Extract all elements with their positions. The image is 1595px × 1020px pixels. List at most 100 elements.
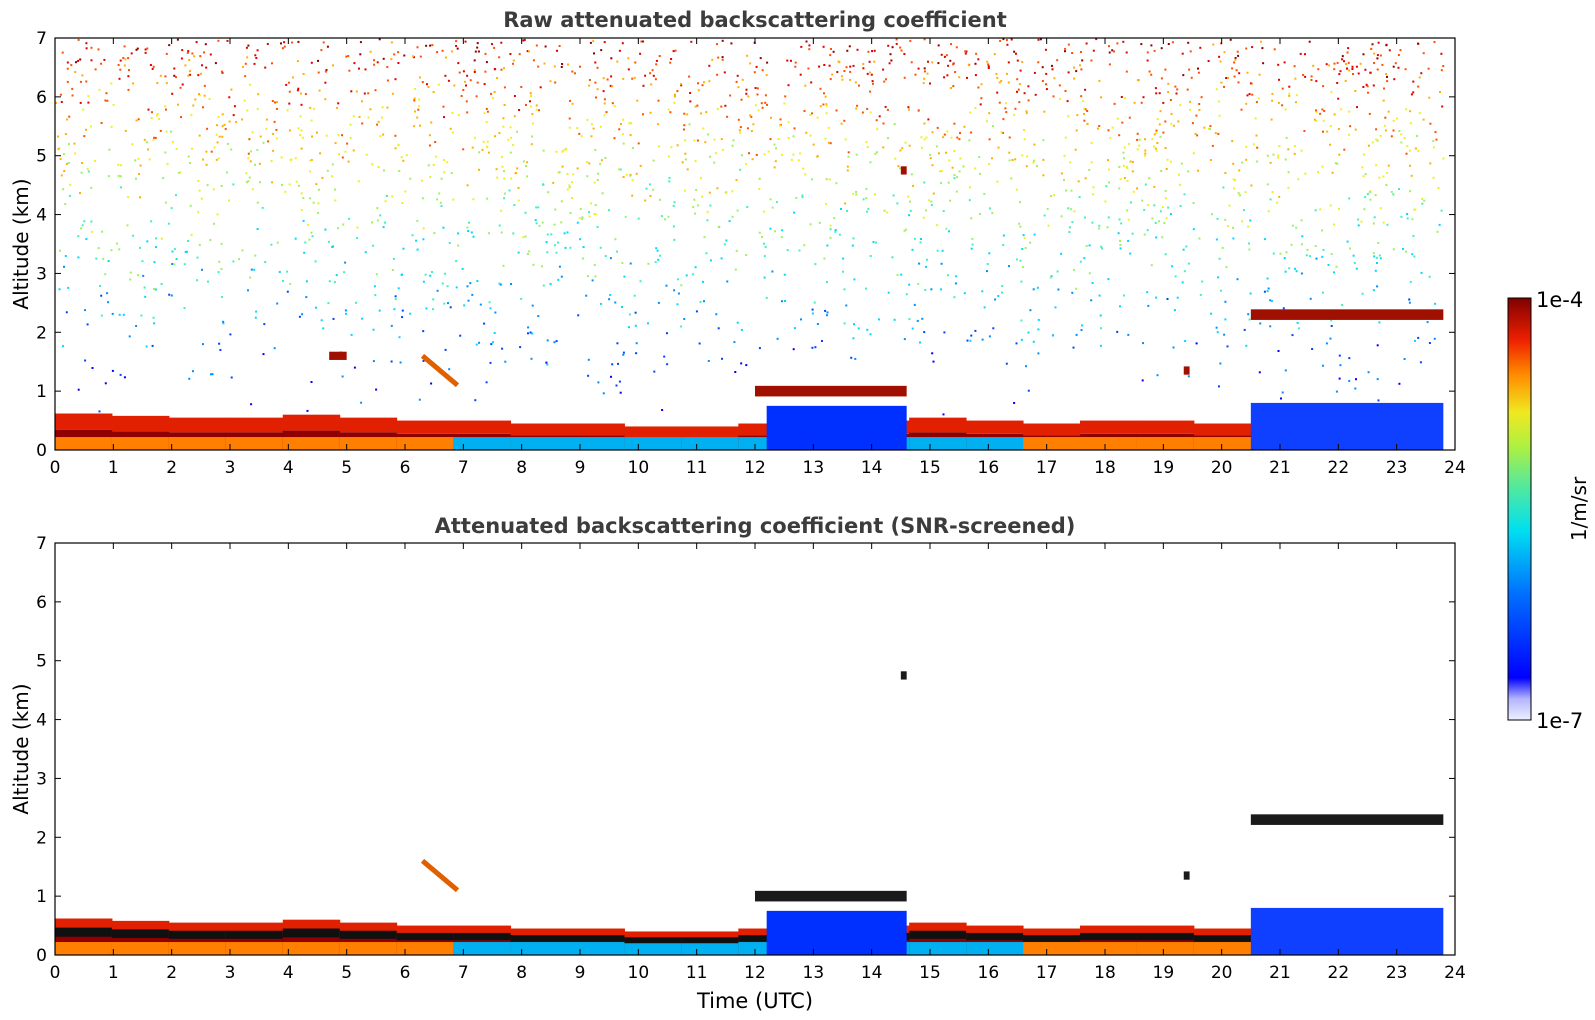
noise-speckle	[375, 388, 378, 391]
noise-speckle	[1362, 153, 1365, 156]
noise-speckle	[1372, 289, 1375, 292]
noise-speckle	[1136, 79, 1139, 82]
noise-speckle	[948, 230, 950, 233]
noise-speckle	[1091, 282, 1094, 284]
noise-speckle	[1417, 336, 1420, 339]
noise-speckle	[142, 274, 145, 277]
noise-speckle	[964, 52, 967, 55]
noise-speckle	[771, 270, 774, 273]
noise-speckle	[911, 327, 914, 330]
noise-speckle	[330, 175, 333, 178]
noise-speckle	[941, 249, 944, 252]
noise-speckle	[896, 274, 899, 276]
noise-speckle	[676, 144, 679, 147]
noise-speckle	[334, 199, 337, 202]
noise-speckle	[680, 325, 683, 328]
boundary-layer-edge	[966, 420, 1024, 434]
noise-speckle	[987, 67, 990, 69]
noise-speckle	[1216, 331, 1219, 334]
noise-speckle	[386, 106, 389, 109]
noise-speckle	[247, 44, 250, 47]
y-tick-label: 4	[36, 206, 47, 226]
noise-speckle	[963, 125, 966, 128]
noise-speckle	[1107, 129, 1110, 132]
noise-speckle	[1258, 371, 1261, 374]
noise-speckle	[322, 41, 325, 44]
noise-speckle	[248, 138, 251, 141]
noise-speckle	[874, 152, 877, 155]
noise-speckle	[695, 189, 698, 191]
noise-speckle	[940, 170, 943, 172]
noise-speckle	[424, 273, 427, 276]
noise-speckle	[418, 98, 421, 101]
noise-speckle	[716, 43, 718, 46]
noise-speckle	[1432, 176, 1435, 179]
noise-speckle	[667, 108, 670, 111]
x-tick-label: 1	[108, 458, 119, 478]
noise-speckle	[697, 89, 700, 92]
noise-speckle	[1247, 225, 1250, 228]
noise-speckle	[79, 192, 81, 194]
noise-speckle	[1373, 255, 1376, 258]
noise-speckle	[443, 159, 446, 161]
noise-speckle	[1022, 234, 1025, 237]
boundary-layer-base	[168, 437, 227, 450]
noise-speckle	[1288, 92, 1291, 95]
noise-speckle	[409, 177, 412, 180]
colorbar-unit-label: 1/m/sr	[1567, 476, 1591, 541]
noise-speckle	[1284, 369, 1287, 372]
noise-speckle	[317, 211, 319, 214]
x-tick-label: 2	[166, 963, 177, 983]
noise-speckle	[1092, 186, 1095, 189]
cloud	[900, 166, 907, 175]
noise-speckle	[1010, 177, 1013, 180]
noise-speckle	[165, 108, 167, 111]
noise-speckle	[1171, 41, 1174, 44]
noise-speckle	[732, 139, 735, 142]
noise-speckle	[1266, 154, 1269, 157]
noise-speckle	[715, 313, 718, 316]
noise-speckle	[270, 243, 273, 246]
noise-speckle	[1409, 280, 1412, 283]
noise-speckle	[1081, 59, 1084, 62]
x-tick-label: 8	[516, 963, 527, 983]
noise-speckle	[604, 157, 607, 159]
noise-speckle	[633, 294, 636, 297]
noise-speckle	[623, 275, 626, 278]
noise-speckle	[1165, 168, 1168, 170]
noise-speckle	[1276, 201, 1279, 204]
noise-speckle	[943, 76, 946, 79]
boundary-layer-base	[567, 437, 625, 450]
noise-speckle	[494, 311, 497, 314]
noise-speckle	[737, 118, 740, 121]
noise-speckle	[93, 160, 96, 162]
noise-speckle	[1409, 110, 1412, 113]
noise-speckle	[693, 139, 696, 142]
noise-speckle	[1364, 68, 1367, 71]
noise-speckle	[696, 139, 699, 142]
noise-speckle	[175, 258, 178, 261]
noise-speckle	[255, 310, 258, 313]
noise-speckle	[600, 49, 603, 52]
noise-speckle	[784, 95, 787, 98]
noise-speckle	[749, 114, 752, 117]
noise-speckle	[186, 51, 189, 54]
noise-speckle	[955, 46, 958, 49]
noise-speckle	[692, 206, 695, 209]
noise-speckle	[666, 332, 668, 335]
noise-speckle	[1015, 342, 1018, 345]
noise-speckle	[75, 61, 77, 64]
noise-speckle	[1359, 62, 1362, 65]
noise-speckle	[1016, 78, 1019, 81]
cloud	[900, 671, 907, 680]
noise-speckle	[783, 273, 786, 276]
noise-speckle	[637, 142, 640, 145]
noise-speckle	[1346, 67, 1349, 70]
noise-speckle	[818, 65, 821, 68]
noise-speckle	[273, 347, 276, 350]
noise-speckle	[693, 198, 696, 201]
noise-speckle	[883, 209, 886, 212]
noise-speckle	[503, 197, 506, 200]
noise-speckle	[680, 84, 683, 87]
noise-speckle	[1271, 191, 1274, 193]
